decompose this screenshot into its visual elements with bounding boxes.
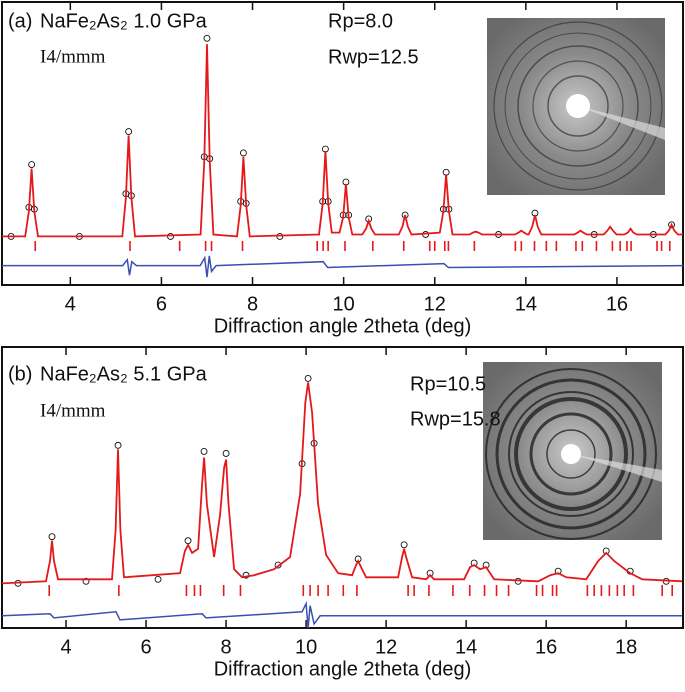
plot-frame (1, 346, 684, 629)
observed-point (28, 161, 36, 169)
observed-point (400, 541, 408, 549)
x-tick-label: 8 (221, 636, 232, 658)
observed-point (239, 149, 247, 157)
observed-point (48, 533, 56, 541)
observed-point (304, 374, 312, 382)
observed-point (203, 34, 211, 42)
x-tick-label: 4 (65, 293, 76, 315)
observed-point (184, 537, 192, 545)
x-tick-label: 14 (455, 636, 477, 658)
x-tick-label: 10 (333, 293, 355, 315)
x-tick-label: 10 (295, 636, 317, 658)
annotation: Rwp=15.8 (410, 408, 501, 430)
observed-point (82, 577, 90, 585)
panel-title: NaFe₂As₂ 1.0 GPa (40, 10, 208, 32)
calculated-curve (1, 382, 683, 585)
observed-point (274, 561, 282, 569)
inset-image-a (487, 18, 665, 195)
observed-point (167, 232, 174, 240)
annotation: Rp=8.0 (328, 10, 393, 32)
x-axis-label: Diffraction angle 2theta (deg) (214, 315, 472, 337)
observed-point (222, 450, 230, 457)
observed-point (200, 448, 208, 455)
annotation: Rwp=12.5 (328, 46, 419, 68)
observed-point (668, 221, 676, 229)
x-tick-label: 16 (606, 293, 628, 315)
panel-label: (a) (8, 10, 32, 32)
observed-point (114, 441, 122, 449)
calculated-curve (2, 44, 683, 238)
x-tick-label: 6 (156, 293, 167, 315)
difference-curve (2, 255, 684, 278)
x-tick-label: 12 (375, 636, 397, 658)
panel-title: NaFe₂As₂ 5.1 GPa (40, 363, 208, 385)
plot-frame (1, 1, 684, 286)
x-tick-label: 18 (615, 636, 637, 658)
x-tick-label: 14 (515, 293, 537, 315)
space-group: I4/mmm (40, 46, 106, 67)
x-axis-label: Diffraction angle 2theta (deg) (214, 658, 472, 680)
x-tick-label: 6 (140, 636, 151, 658)
observed-point (154, 575, 162, 583)
x-tick-label: 8 (247, 293, 258, 315)
panel-label: (b) (8, 363, 32, 385)
observed-point (125, 128, 133, 135)
difference-curve (1, 600, 683, 629)
x-tick-label: 4 (60, 636, 71, 658)
annotation: Rp=10.5 (410, 373, 486, 395)
space-group: I4/mmm (40, 400, 106, 421)
x-tick-label: 16 (535, 636, 557, 658)
inset-image-b (483, 362, 662, 540)
x-tick-label: 12 (424, 293, 446, 315)
